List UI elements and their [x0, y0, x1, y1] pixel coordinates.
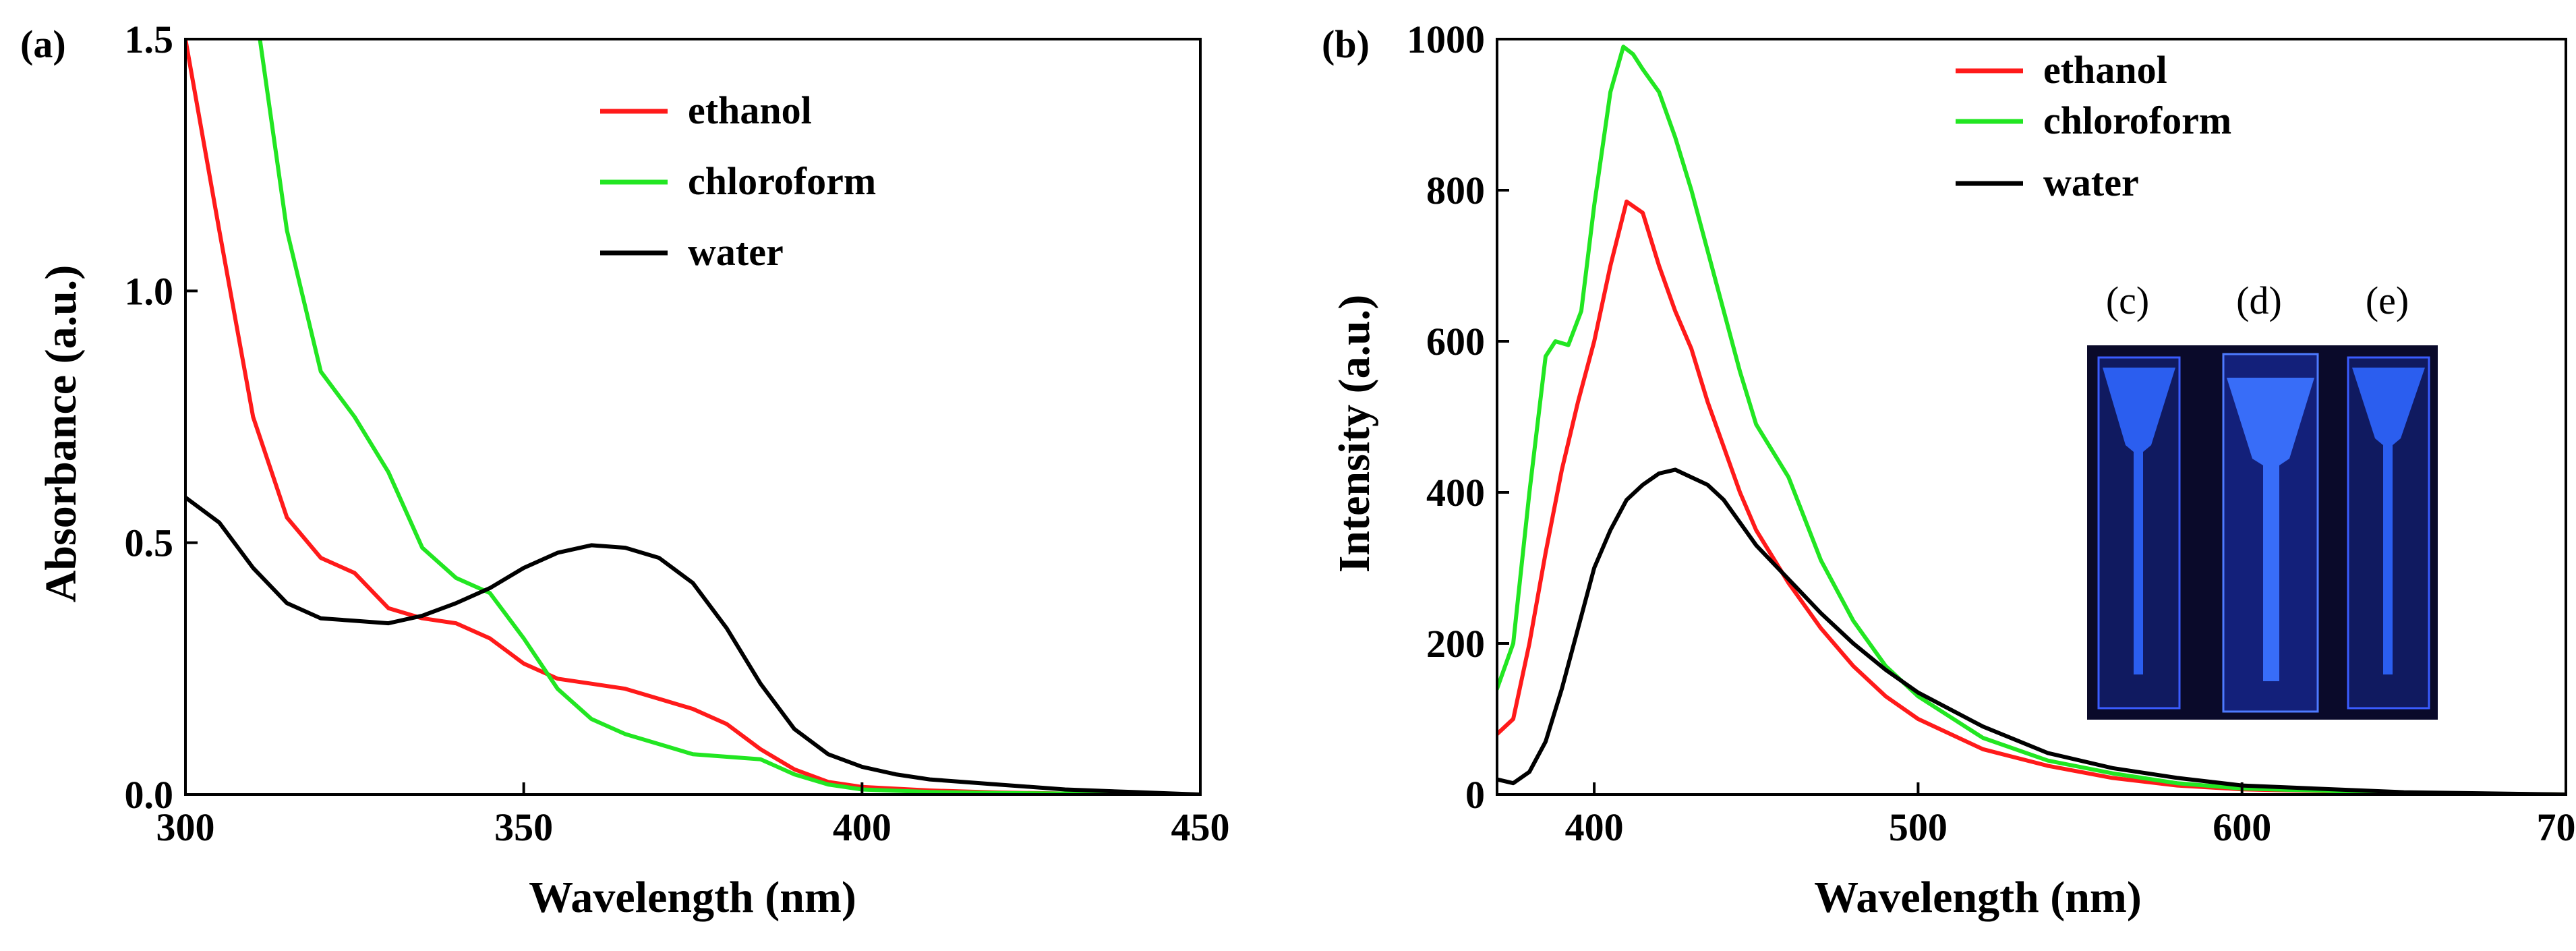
inset-label-e: (e) [2366, 279, 2409, 322]
panel-b-legend: ethanol chloroform water [1956, 48, 2231, 204]
panel-b-label: (b) [1322, 22, 1370, 66]
panel-a-y-tick-label: 0.0 [125, 773, 174, 817]
inset-label-d: (d) [2236, 279, 2282, 322]
panel-b-series-water [1497, 467, 2566, 795]
panel-b-axes-frame [1496, 38, 2567, 796]
cuvette-d-glow [2227, 378, 2314, 681]
panel-b-y-tick-label: 200 [1426, 622, 1485, 666]
cuvette-d [2222, 353, 2319, 713]
panel-a-legend-ethanol: ethanol [688, 88, 812, 132]
panel-b-legend-water: water [2043, 161, 2139, 204]
panel-a-y-tick-label: 1.0 [125, 269, 174, 313]
panel-b-x-axis-title: Wavelength (nm) [1814, 873, 2142, 922]
panel-b-x-tick-label: 500 [1889, 805, 1948, 849]
panel-a-x-tick-label: 350 [494, 805, 553, 849]
panel-a: (a) 300 350 400 450 0.0 0.5 1.0 1.5 Wavelength … [20, 18, 1230, 922]
panel-a-legend: ethanol chloroform water [600, 88, 876, 274]
panel-b-y-tick-label: 0 [1465, 773, 1485, 817]
panel-a-x-axis-title: Wavelength (nm) [529, 873, 856, 922]
panel-b-series-ethanol [1497, 199, 2566, 795]
panel-a-y-tick-label: 1.5 [125, 18, 174, 61]
cuvette-c-glow [2103, 368, 2175, 674]
panel-b-x-tick-label: 600 [2213, 805, 2271, 849]
panel-b-plot-area: 400 500 600 700 0 200 400 600 800 1000 [1407, 18, 2576, 849]
panel-a-x-tick-label: 400 [833, 805, 891, 849]
panel-a-series-chloroform [258, 39, 1200, 795]
inset-label-c: (c) [2106, 279, 2149, 322]
panel-b-y-tick-label: 400 [1426, 471, 1485, 515]
panel-a-y-axis-title: Absorbance (a.u.) [36, 265, 86, 603]
panel-a-series-ethanol [185, 39, 1200, 795]
panel-a-x-tick-label: 450 [1171, 805, 1230, 849]
panel-b: (b) 400 500 600 700 0 200 400 600 800 1000 Wavele… [1322, 18, 2576, 922]
panel-a-x-tick-label: 300 [156, 805, 215, 849]
panel-b-y-tick-label: 800 [1426, 169, 1485, 212]
panel-a-axes-frame [184, 38, 1202, 796]
cuvette-e [2347, 356, 2430, 710]
panel-a-legend-water: water [688, 230, 784, 274]
panel-a-legend-chloroform: chloroform [688, 159, 876, 203]
panel-b-series-chloroform [1497, 45, 2566, 795]
panel-a-y-tick-label: 0.5 [125, 521, 174, 565]
panel-b-legend-chloroform: chloroform [2043, 98, 2231, 142]
panel-b-y-tick-label: 1000 [1407, 18, 1485, 61]
panel-b-legend-ethanol: ethanol [2043, 48, 2167, 92]
cuvette-e-glow [2352, 368, 2425, 674]
inset-photo: (c) (d) (e) [2087, 279, 2438, 720]
panel-b-y-tick-label: 600 [1426, 320, 1485, 364]
panel-a-series-water [185, 495, 1200, 795]
panel-a-label: (a) [20, 22, 66, 66]
panel-b-x-tick-label: 400 [1565, 805, 1624, 849]
panel-a-plot-area: 300 350 400 450 0.0 0.5 1.0 1.5 [125, 18, 1230, 849]
cuvette-c [2097, 356, 2181, 710]
panel-b-x-tick-label: 700 [2537, 805, 2576, 849]
panel-b-y-axis-title: Intensity (a.u.) [1330, 295, 1379, 573]
